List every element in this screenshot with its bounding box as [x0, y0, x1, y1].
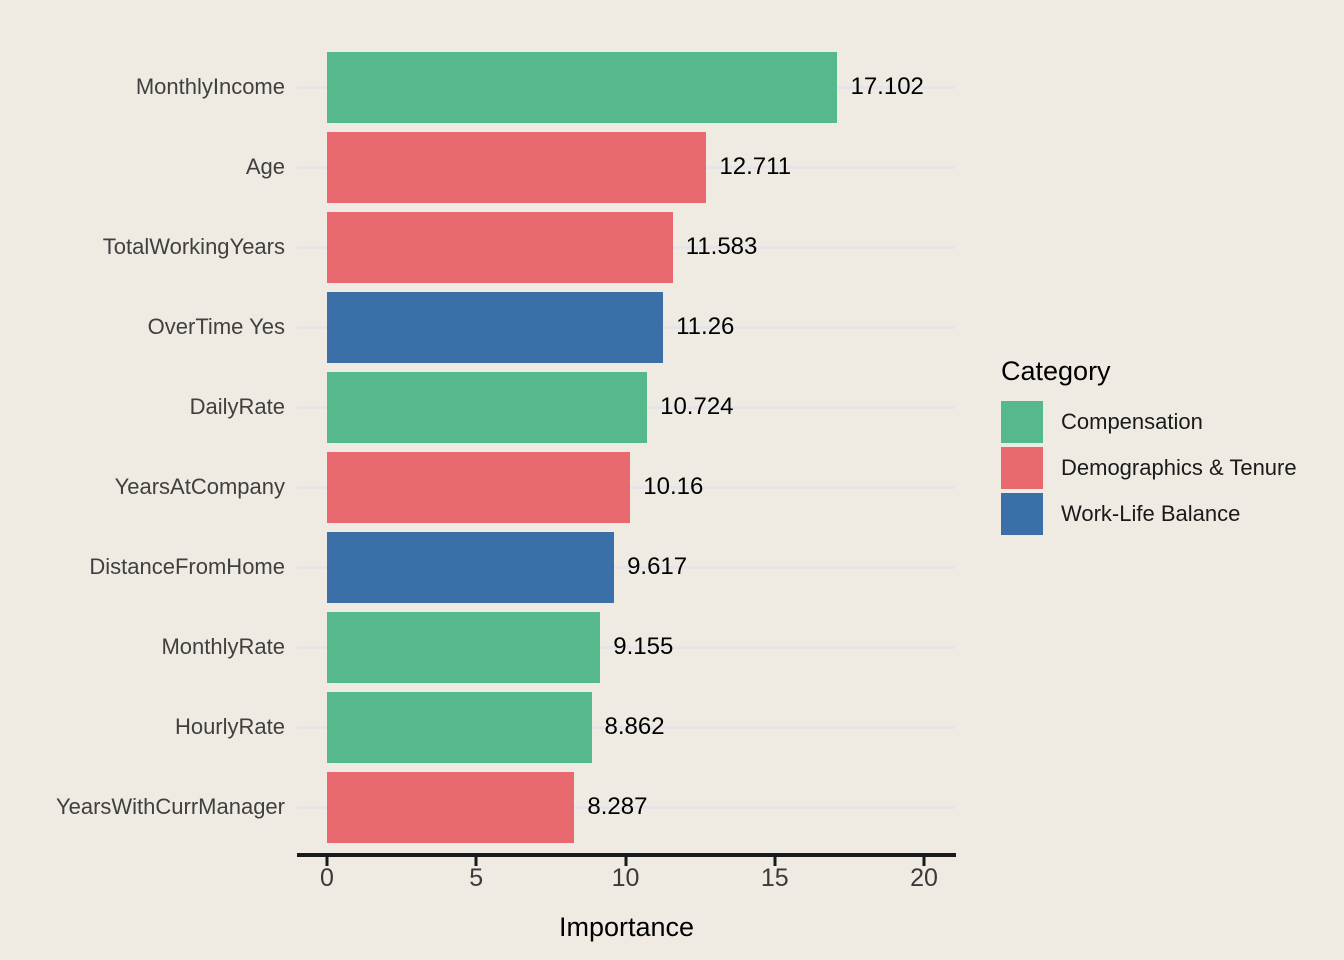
bar-value-label: 9.155 — [613, 633, 674, 660]
y-axis-label: YearsAtCompany — [114, 474, 285, 499]
bar-value-label: 12.711 — [719, 153, 792, 180]
y-axis-label: DistanceFromHome — [89, 554, 285, 579]
y-axis-label: Age — [245, 154, 285, 179]
legend-item-label: Work-Life Balance — [1061, 501, 1241, 526]
bar — [327, 531, 615, 603]
legend-item: Work-Life Balance — [1001, 493, 1297, 535]
x-tick-label: 15 — [760, 864, 789, 892]
bar-value-label: 10.724 — [660, 393, 734, 420]
legend-title: Category — [1001, 356, 1111, 386]
y-axis-label: OverTime Yes — [147, 314, 285, 339]
bar — [327, 211, 673, 283]
bar — [327, 291, 664, 363]
gridline — [297, 726, 955, 729]
y-axis-label: MonthlyIncome — [135, 74, 285, 99]
x-tick-mark — [624, 857, 627, 866]
legend-swatch — [1001, 493, 1043, 535]
bar-value-label: 8.287 — [587, 793, 648, 820]
bar — [327, 771, 575, 843]
bar — [327, 51, 838, 123]
legend-swatch — [1001, 401, 1043, 443]
gridline — [297, 806, 955, 809]
bar — [327, 451, 631, 523]
bar — [327, 131, 707, 203]
legend: Category Compensation Demographics & Tenu… — [1001, 356, 1297, 539]
legend-swatch — [1001, 447, 1043, 489]
bar — [327, 371, 648, 443]
x-tick-mark — [922, 857, 926, 866]
y-axis-label: TotalWorkingYears — [102, 234, 285, 259]
x-axis-line — [297, 853, 956, 857]
gridline — [297, 566, 955, 569]
x-tick-label: 0 — [320, 864, 334, 892]
bar-value-label: 11.26 — [676, 313, 735, 340]
y-axis-label: HourlyRate — [174, 714, 285, 739]
legend-item-label: Compensation — [1061, 409, 1203, 434]
legend-item-label: Demographics & Tenure — [1061, 455, 1297, 480]
bar-value-label: 8.862 — [604, 713, 665, 740]
legend-items: Compensation Demographics & Tenure Work-Li… — [1001, 401, 1297, 535]
x-tick-mark — [474, 857, 478, 866]
y-axis-label: MonthlyRate — [161, 634, 285, 659]
bar-value-label: 10.16 — [643, 473, 704, 500]
x-tick-label: 20 — [910, 864, 938, 892]
bar-value-label: 17.102 — [850, 73, 924, 100]
gridline — [297, 646, 955, 649]
bar — [327, 691, 592, 763]
bar — [327, 611, 601, 683]
legend-item: Demographics & Tenure — [1001, 447, 1297, 489]
bar-value-label: 9.617 — [627, 553, 688, 580]
y-axis-label: DailyRate — [189, 394, 285, 419]
y-axis-label: YearsWithCurrManager — [55, 794, 285, 819]
legend-item: Compensation — [1001, 401, 1297, 443]
x-tick-label: 10 — [611, 864, 640, 892]
x-axis-title: Importance — [558, 912, 695, 942]
x-tick-mark — [325, 857, 329, 866]
x-tick-mark — [773, 857, 777, 866]
x-tick-label: 5 — [469, 864, 484, 892]
bar-value-label: 11.583 — [685, 233, 758, 260]
